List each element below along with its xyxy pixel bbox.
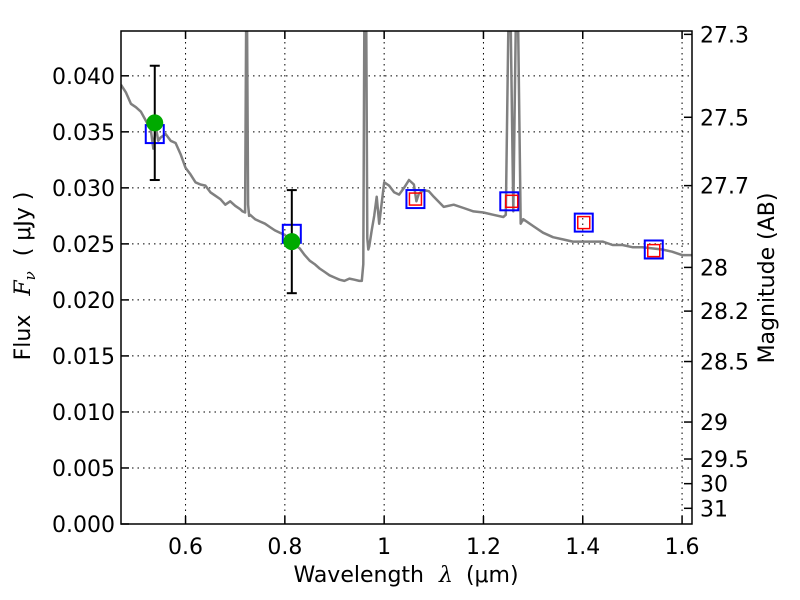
plot-frame — [120, 30, 693, 525]
x-tick-label: 1.4 — [565, 535, 600, 560]
y2-tick-label: 31 — [700, 497, 728, 522]
y2-axis-label: Magnitude (AB) — [755, 193, 780, 364]
y-tick-label: 0.005 — [52, 457, 115, 482]
model-photometry-blue-square — [643, 239, 664, 260]
x-tick-label: 1.6 — [665, 535, 700, 560]
model-photometry-blue-square — [573, 212, 594, 233]
axes-layer — [120, 30, 693, 525]
model-photometry-red-square — [408, 192, 423, 206]
x-tick-label: 1 — [377, 535, 391, 560]
x-tick-label: 1.2 — [466, 535, 501, 560]
y-tick-label: 0.010 — [52, 401, 115, 426]
y-tick-label: 0.030 — [52, 177, 115, 202]
y2-tick-label: 29.5 — [700, 448, 749, 473]
grid-layer — [121, 31, 692, 525]
x-tick-label: 0.6 — [168, 535, 203, 560]
y2-tick-label: 29 — [700, 411, 728, 436]
y-tick-label: 0.035 — [52, 121, 115, 146]
y2-tick-label: 28.5 — [700, 351, 749, 376]
model-photometry-red-square — [577, 215, 591, 230]
y-tick-label: 0.025 — [52, 233, 115, 258]
observed-point — [283, 233, 301, 251]
spectrum-layer — [121, 31, 692, 283]
y2-tick-label: 27.7 — [700, 175, 749, 200]
x-axis-label: Wavelength λ (μm) — [293, 563, 518, 588]
y2-tick-label: 30 — [700, 473, 728, 498]
y2-tick-label: 27.3 — [700, 23, 749, 48]
y2-tick-label: 28 — [700, 256, 728, 281]
model-photometry-red-square — [505, 194, 519, 209]
y-tick-label: 0.020 — [52, 289, 115, 314]
observed-point — [146, 114, 164, 132]
model-spectrum-line — [121, 31, 692, 283]
y-tick-label: 0.000 — [52, 513, 115, 538]
y-axis-label: Flux Fν ( μJy ) — [11, 192, 41, 361]
x-tick-label: 0.8 — [267, 535, 302, 560]
y2-tick-label: 28.2 — [700, 300, 749, 325]
model-photometry-red-square — [647, 243, 661, 258]
tick-label-layer: 0.6 0.8 1 1.2 1.4 1.6 0.000 0.005 0.010 0.015 0.02… — [52, 23, 749, 560]
y-tick-label: 0.040 — [52, 65, 115, 90]
marker-layer — [144, 64, 664, 295]
y-tick-label: 0.015 — [52, 345, 115, 370]
y2-tick-label: 27.5 — [700, 106, 749, 131]
model-photometry-blue-square — [405, 189, 426, 210]
